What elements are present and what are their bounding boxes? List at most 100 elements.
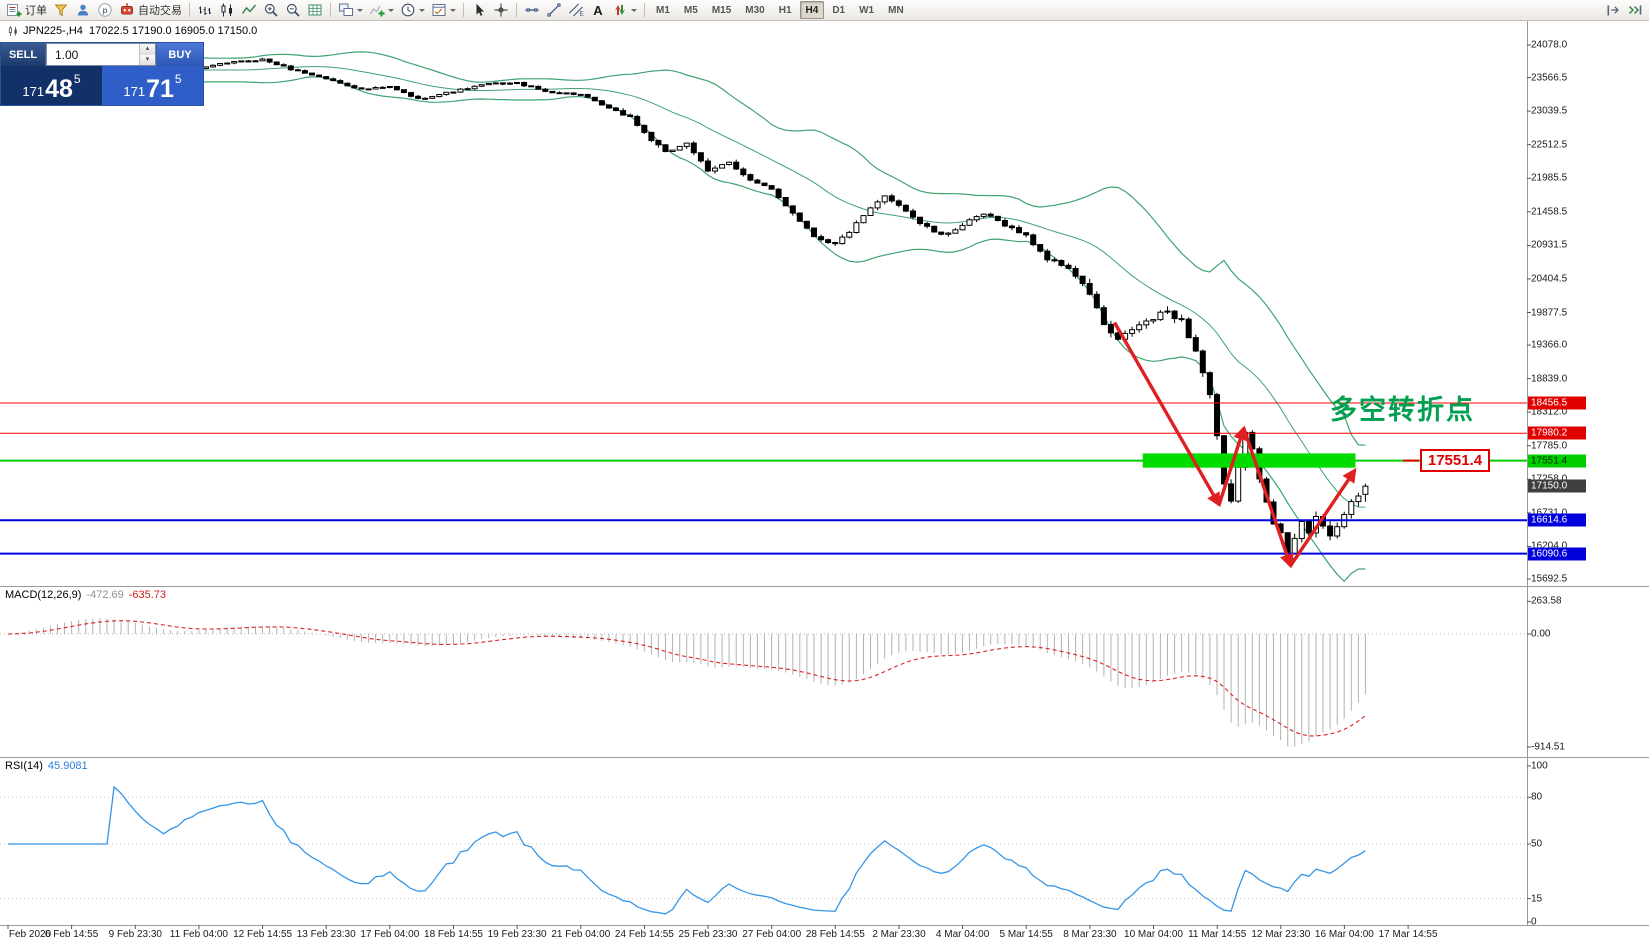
price-tag: 16614.6 [1528, 513, 1586, 527]
buy-button[interactable]: BUY [156, 43, 203, 66]
tile-windows-icon [339, 3, 353, 16]
time-axis-label: 5 Mar 14:55 [999, 929, 1053, 940]
arrows-button[interactable] [610, 1, 639, 19]
time-axis-label: 12 Feb 14:55 [233, 929, 293, 940]
rsi-label: RSI(14) 45.9081 [5, 760, 93, 772]
crosshair-icon [494, 3, 508, 17]
grid-icon [308, 4, 322, 16]
trade-panel-prices: 171 48 5 171 71 5 [1, 66, 203, 105]
new-chart-button[interactable] [336, 1, 365, 19]
price-tag: 17551.4 [1528, 454, 1586, 468]
trendline-button[interactable] [544, 1, 564, 19]
time-axis-label: 11 Mar 14:55 [1188, 929, 1247, 940]
main-toolbar: 订单 p 自动交易 E A M1 M5 M15 M30 H1 H4 D1 W1 MN [0, 0, 1649, 21]
bar-chart-button[interactable] [195, 1, 215, 19]
crosshair-button[interactable] [491, 1, 511, 19]
rsi-value: 45.9081 [47, 760, 88, 772]
time-axis-label: 9 Feb 23:30 [108, 929, 162, 940]
toolbar-separator [330, 3, 331, 17]
hline-icon [525, 8, 539, 12]
timeframe-h4[interactable]: H4 [799, 1, 825, 19]
volume-decrease-button[interactable]: ▾ [140, 54, 155, 65]
timeframe-d1[interactable]: D1 [832, 4, 846, 16]
chart-shift-button[interactable] [1603, 1, 1623, 19]
dropdown-caret-icon [631, 8, 637, 12]
price-axis-label: 18312.0 [1531, 406, 1568, 418]
trade-panel-top-row: SELL ▴ ▾ BUY [1, 43, 203, 66]
volume-input[interactable] [47, 44, 139, 65]
price-axis-label: 21985.5 [1531, 172, 1568, 184]
line-chart-button[interactable] [239, 1, 259, 19]
chart-shift-icon [1607, 5, 1619, 16]
time-axis-label: 10 Mar 04:00 [1124, 929, 1183, 940]
volume-increase-button[interactable]: ▴ [140, 44, 155, 55]
cursor-button[interactable] [469, 1, 489, 19]
rsi-axis-label: 0 [1531, 916, 1537, 928]
macd-label: MACD(12,26,9) -472.69 -635.73 [5, 589, 171, 601]
metaeditor-button[interactable] [51, 1, 71, 19]
grid-button[interactable] [305, 1, 325, 19]
new-order-button[interactable]: 订单 [4, 1, 49, 19]
zoom-out-button[interactable] [283, 1, 303, 19]
indicators-button[interactable] [367, 1, 396, 19]
sell-price-sup: 5 [73, 72, 81, 86]
price-callout-label: 17551.4 [1420, 449, 1490, 472]
price-axis-label: 24078.0 [1531, 39, 1568, 51]
sell-price-big: 48 [45, 75, 73, 103]
price-axis-label: 18839.0 [1531, 373, 1568, 385]
price-axis-label: 15692.5 [1531, 573, 1568, 585]
macd-signal-value: -635.73 [128, 589, 167, 601]
sell-price-display[interactable]: 171 48 5 [1, 66, 102, 105]
periods-button[interactable] [398, 1, 427, 19]
mql-icon: p [98, 3, 112, 17]
hline-button[interactable] [522, 1, 542, 19]
clock-icon [401, 3, 415, 17]
templates-button[interactable] [429, 1, 458, 19]
cursor-icon [476, 3, 484, 16]
channel-button[interactable]: E [566, 1, 586, 19]
zoom-in-button[interactable] [261, 1, 281, 19]
timeframe-m5[interactable]: M5 [683, 4, 698, 16]
chart-title-bar: JPN225-,H4 17022.5 17190.0 16905.0 17150… [7, 25, 257, 37]
zoom-out-icon [286, 3, 300, 17]
funnel-icon [54, 4, 68, 17]
text-button[interactable]: A [588, 1, 608, 19]
rsi-axis-label: 80 [1531, 791, 1543, 803]
time-axis-label: 4 Mar 04:00 [935, 929, 990, 940]
timeframe-m15[interactable]: M15 [711, 4, 732, 16]
timeframe-h1[interactable]: H1 [778, 4, 792, 16]
community-button[interactable] [73, 1, 93, 19]
macd-axis-label: 0.00 [1531, 628, 1551, 640]
time-axis-label: 11 Feb 04:00 [169, 929, 228, 940]
candle-chart-icon [221, 3, 232, 17]
price-axis-label: 16204.0 [1531, 541, 1567, 552]
sell-button[interactable]: SELL [1, 43, 46, 66]
macd-main-value: -472.69 [86, 589, 124, 601]
bar-chart-icon [199, 6, 211, 15]
autotrade-icon [121, 3, 133, 15]
svg-text:p: p [102, 5, 107, 15]
channel-icon: E [569, 3, 584, 18]
text-icon: A [593, 3, 603, 18]
time-axis-label: 2 Mar 23:30 [872, 929, 926, 940]
timeframe-m30[interactable]: M30 [745, 4, 765, 16]
timeframe-group: M1 M5 M15 M30 H1 H4 D1 W1 MN [649, 1, 911, 19]
timeframe-mn[interactable]: MN [888, 4, 904, 16]
candle-chart-button[interactable] [217, 1, 237, 19]
autotrading-button[interactable]: 自动交易 [117, 1, 184, 19]
toolbar-separator [463, 3, 464, 17]
sell-price-small: 171 [22, 84, 45, 99]
macd-name: MACD(12,26,9) [5, 589, 82, 601]
auto-scroll-button[interactable] [1625, 1, 1645, 19]
mql-help-button[interactable]: p [95, 1, 115, 19]
macd-axis-label: 263.58 [1531, 595, 1562, 607]
buy-price-display[interactable]: 171 71 5 [102, 66, 203, 105]
price-tag: 16090.6 [1528, 547, 1586, 561]
volume-control: ▴ ▾ [46, 43, 156, 66]
timeframe-m1[interactable]: M1 [656, 4, 670, 16]
chart-title: JPN225-,H4 17022.5 17190.0 16905.0 17150… [23, 25, 258, 37]
timeframe-w1[interactable]: W1 [859, 4, 875, 16]
buy-price-big: 71 [146, 75, 174, 103]
